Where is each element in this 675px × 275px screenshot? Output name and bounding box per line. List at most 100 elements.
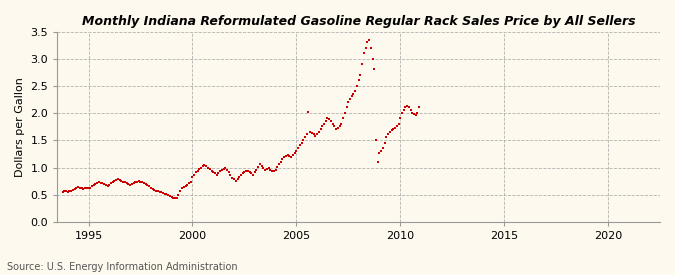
Point bbox=[125, 183, 136, 187]
Point bbox=[76, 186, 87, 190]
Point bbox=[189, 172, 200, 177]
Point bbox=[113, 177, 124, 182]
Point bbox=[69, 186, 80, 191]
Point bbox=[242, 169, 253, 173]
Point bbox=[217, 167, 227, 172]
Point bbox=[281, 154, 292, 158]
Point bbox=[209, 171, 220, 176]
Point bbox=[202, 165, 213, 170]
Point bbox=[377, 146, 388, 150]
Point bbox=[225, 173, 236, 177]
Point bbox=[336, 121, 347, 126]
Point bbox=[265, 167, 276, 172]
Point bbox=[392, 124, 402, 128]
Point bbox=[64, 189, 75, 194]
Point bbox=[107, 180, 118, 184]
Point bbox=[161, 192, 172, 196]
Point bbox=[386, 128, 397, 132]
Point bbox=[227, 176, 238, 180]
Point bbox=[119, 180, 130, 184]
Point bbox=[82, 186, 92, 190]
Title: Monthly Indiana Reformulated Gasoline Regular Rack Sales Price by All Sellers: Monthly Indiana Reformulated Gasoline Re… bbox=[82, 15, 635, 28]
Point bbox=[407, 111, 418, 115]
Point bbox=[229, 177, 240, 181]
Point bbox=[234, 175, 244, 179]
Point bbox=[405, 108, 416, 112]
Point bbox=[213, 171, 224, 176]
Point bbox=[130, 180, 140, 184]
Point bbox=[374, 151, 385, 156]
Point bbox=[192, 169, 203, 173]
Point bbox=[308, 132, 319, 137]
Point bbox=[114, 178, 125, 182]
Point bbox=[313, 130, 324, 134]
Point bbox=[140, 182, 151, 186]
Point bbox=[218, 166, 229, 171]
Point bbox=[151, 189, 161, 193]
Point bbox=[355, 73, 366, 77]
Point bbox=[288, 153, 298, 157]
Point bbox=[357, 62, 368, 66]
Point bbox=[267, 169, 277, 173]
Point bbox=[376, 148, 387, 153]
Point bbox=[149, 188, 160, 192]
Point bbox=[178, 185, 189, 189]
Point bbox=[303, 110, 314, 114]
Point bbox=[348, 92, 359, 96]
Point bbox=[358, 51, 369, 55]
Point bbox=[338, 116, 348, 120]
Point bbox=[322, 116, 333, 120]
Point bbox=[412, 111, 423, 115]
Point bbox=[211, 172, 222, 177]
Point bbox=[145, 185, 156, 190]
Point bbox=[134, 179, 144, 183]
Point bbox=[364, 37, 375, 42]
Point bbox=[282, 153, 293, 157]
Point bbox=[350, 89, 360, 93]
Point bbox=[388, 127, 399, 131]
Point bbox=[254, 162, 265, 166]
Point bbox=[344, 97, 355, 101]
Point bbox=[310, 133, 321, 138]
Point bbox=[334, 124, 345, 128]
Point bbox=[147, 186, 158, 191]
Point bbox=[83, 186, 94, 190]
Point bbox=[369, 67, 379, 72]
Point bbox=[68, 188, 78, 192]
Text: Source: U.S. Energy Information Administration: Source: U.S. Energy Information Administ… bbox=[7, 262, 238, 272]
Point bbox=[291, 148, 302, 153]
Point bbox=[111, 178, 122, 182]
Point bbox=[248, 173, 259, 177]
Point bbox=[362, 40, 373, 45]
Point bbox=[142, 183, 153, 187]
Point bbox=[187, 175, 198, 180]
Point bbox=[398, 108, 409, 112]
Point bbox=[166, 195, 177, 199]
Point bbox=[317, 124, 327, 128]
Point bbox=[239, 170, 250, 175]
Point bbox=[132, 179, 142, 184]
Point bbox=[80, 186, 90, 190]
Point bbox=[135, 179, 146, 184]
Point bbox=[168, 196, 179, 200]
Point bbox=[263, 166, 274, 170]
Point bbox=[381, 135, 392, 139]
Point bbox=[389, 126, 400, 130]
Point bbox=[321, 119, 331, 123]
Point bbox=[300, 135, 310, 139]
Point bbox=[109, 178, 120, 183]
Point bbox=[71, 185, 82, 190]
Point bbox=[379, 140, 390, 145]
Point bbox=[240, 169, 251, 174]
Point bbox=[101, 183, 111, 187]
Point bbox=[404, 105, 414, 109]
Point bbox=[385, 130, 396, 134]
Point bbox=[367, 56, 378, 61]
Point bbox=[298, 138, 308, 142]
Point bbox=[156, 190, 167, 195]
Point bbox=[205, 167, 215, 171]
Point bbox=[190, 170, 201, 174]
Point bbox=[353, 78, 364, 82]
Point bbox=[260, 167, 271, 172]
Point bbox=[78, 186, 88, 191]
